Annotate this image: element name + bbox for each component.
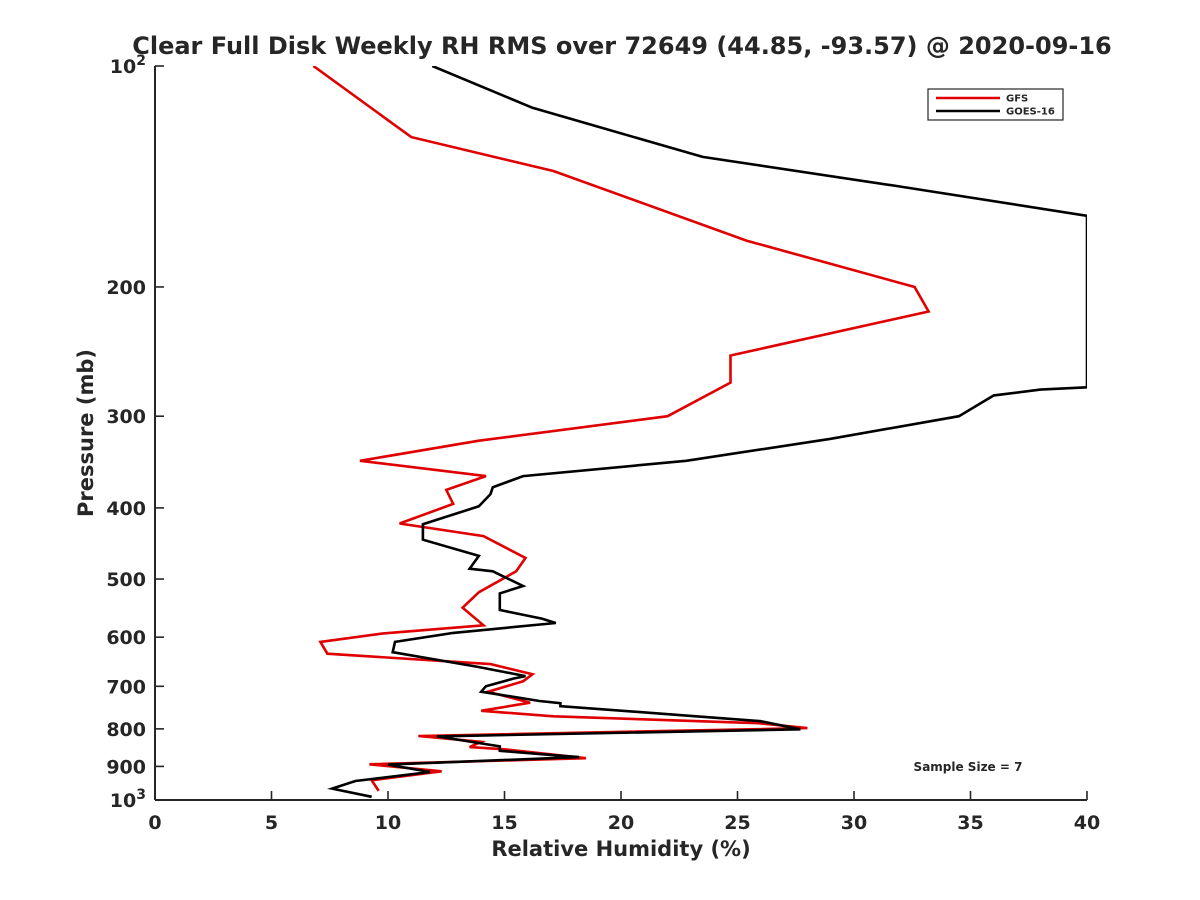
x-axis-label: Relative Humidity (%) [491,837,750,861]
x-tick-label: 0 [148,812,161,834]
chart-title: Clear Full Disk Weekly RH RMS over 72649… [132,32,1112,60]
legend-label-goes-16: GOES-16 [1006,107,1055,118]
x-tick-layer: 0 5 10 15 20 25 30 35 40 [148,791,1100,834]
x-tick-label: 30 [841,812,867,834]
y-tick-label: 102 [110,53,146,78]
legend-box [927,88,1064,121]
x-tick-label: 35 [957,812,983,834]
x-tick-label: 10 [375,812,401,834]
x-tick-label: 25 [724,812,750,834]
y-tick-label: 500 [106,569,146,591]
series-line-gfs [312,66,931,792]
y-tick-label: 400 [106,498,146,520]
y-tick-label: 200 [106,277,146,299]
x-tick-label: 5 [265,812,278,834]
series-line-goes-16 [327,66,1087,799]
y-tick-label: 800 [106,719,146,741]
y-tick-label: 600 [106,627,146,649]
legend: GFS GOES-16 [927,88,1064,121]
y-axis-label: Pressure (mb) [74,349,98,517]
legend-label-gfs: GFS [1006,94,1028,105]
y-tick-label: 103 [110,787,146,812]
y-tick-layer: 102 200 300 400 500 600 700 800 900 103 [106,53,164,812]
y-tick-label: 900 [106,756,146,778]
x-tick-label: 20 [608,812,634,834]
series-layer [312,66,1087,799]
x-tick-label: 15 [491,812,517,834]
x-tick-label: 40 [1074,812,1100,834]
y-tick-label: 300 [106,406,146,428]
sample-size-annotation: Sample Size = 7 [914,760,1023,774]
y-tick-label: 700 [106,676,146,698]
axes-layer [154,66,1087,801]
